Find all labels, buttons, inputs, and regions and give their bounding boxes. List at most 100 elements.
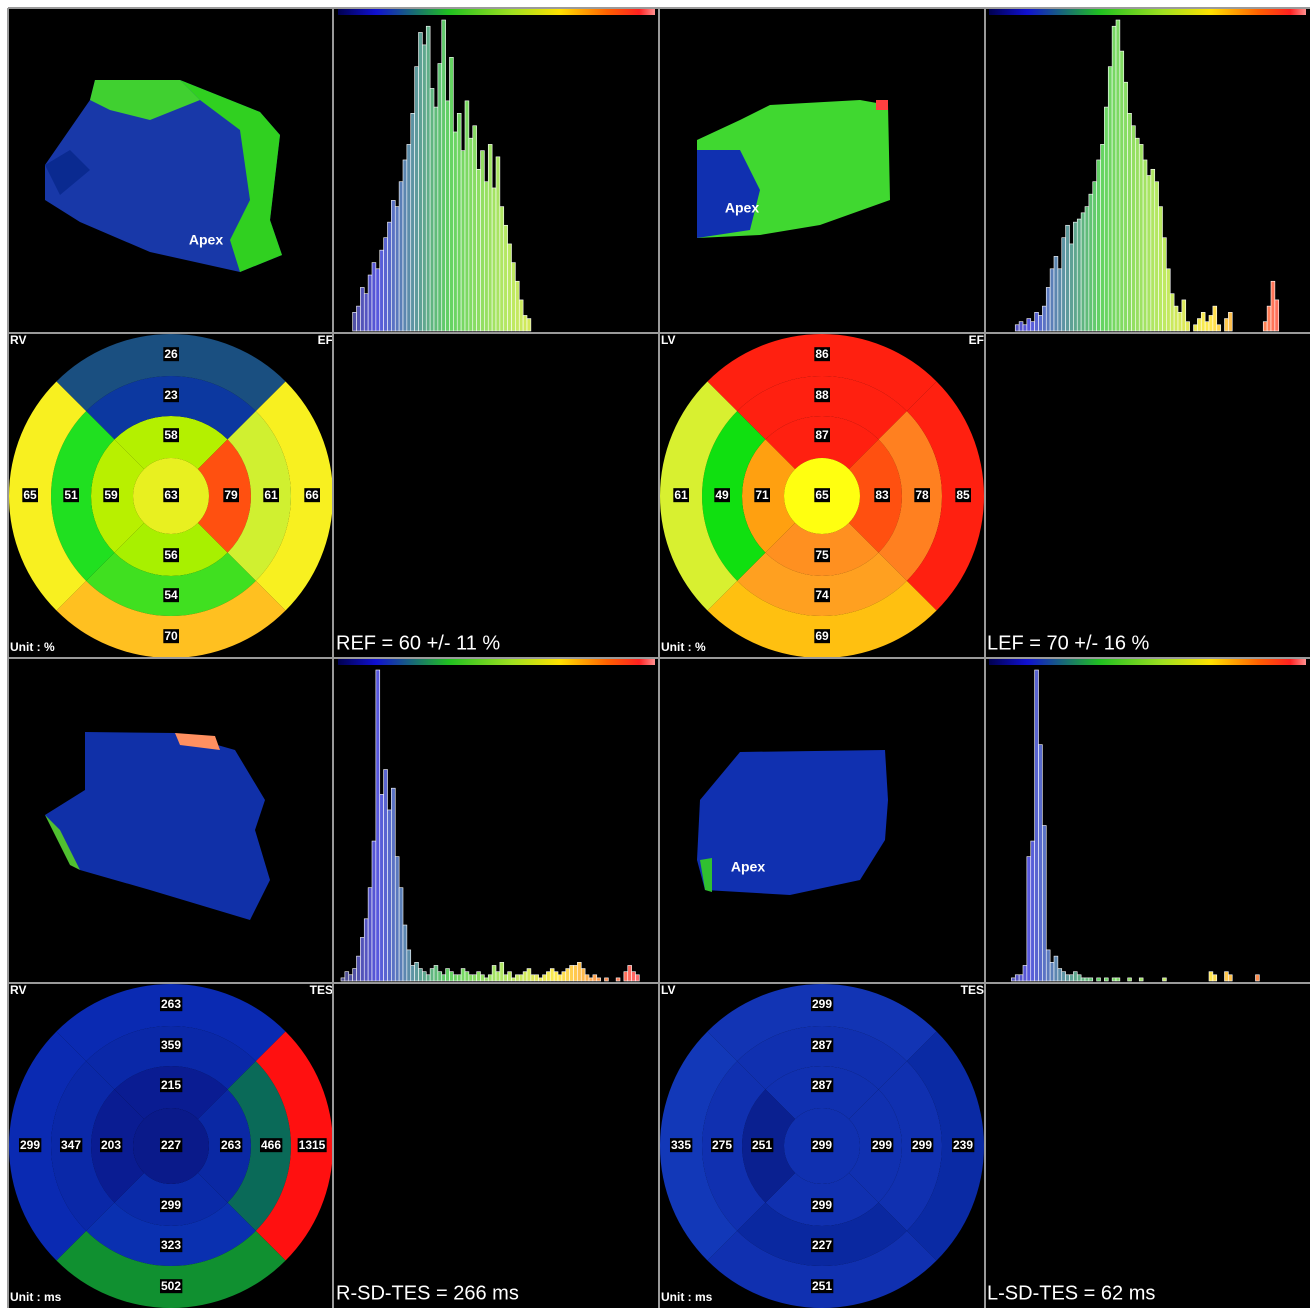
segment-value: 86	[815, 347, 829, 361]
segment-value: 287	[812, 1038, 832, 1052]
histogram-bar	[442, 20, 446, 331]
histogram-bar	[628, 965, 632, 981]
histogram-bar	[1085, 207, 1089, 331]
colorbar	[989, 659, 1306, 665]
histogram-bar	[492, 188, 496, 331]
histogram-bar	[419, 32, 423, 331]
histogram-bar	[1081, 213, 1085, 331]
segment-value: 71	[755, 488, 769, 502]
apex-label: Apex	[725, 200, 759, 216]
histogram-bar	[434, 965, 438, 981]
histogram-bar	[1050, 962, 1054, 981]
colorbar	[338, 9, 655, 15]
histogram-bar	[535, 975, 539, 981]
histogram-bar	[1267, 306, 1271, 331]
segment-value: 263	[161, 997, 181, 1011]
histogram-bar	[407, 950, 411, 981]
histogram-bar	[376, 670, 380, 981]
histogram-bar	[1194, 325, 1198, 331]
histogram-bar	[422, 45, 426, 331]
histogram-bar	[624, 972, 628, 981]
histogram-bar	[345, 972, 349, 981]
histogram-bar	[1116, 978, 1120, 981]
histogram-bar	[1139, 978, 1143, 981]
histogram-bar	[1035, 670, 1039, 981]
segment-value: 299	[812, 997, 832, 1011]
histogram-bar	[1039, 315, 1043, 331]
histogram-bar	[1182, 300, 1186, 331]
histogram-bar	[1042, 826, 1046, 982]
histogram-bar	[453, 975, 457, 981]
histogram-bar	[581, 969, 585, 981]
histogram-bar	[632, 972, 636, 981]
histogram-bar	[419, 969, 423, 981]
histogram-bar	[1228, 312, 1232, 331]
histogram-bar	[457, 975, 461, 981]
histogram-bar	[1027, 857, 1031, 981]
histogram-bar	[585, 975, 589, 981]
segment-value: 466	[261, 1138, 281, 1152]
metric-label: TES	[310, 983, 333, 997]
histogram-bar	[1178, 312, 1182, 331]
segment-value: 251	[752, 1138, 772, 1152]
histogram-bar	[391, 200, 395, 331]
histogram-bar	[372, 263, 376, 331]
histogram-bar	[1104, 978, 1108, 981]
histogram-bar	[1213, 975, 1217, 981]
histogram-bar	[1066, 225, 1070, 331]
unit-label: Unit : ms	[10, 1290, 62, 1304]
histogram-bar	[388, 222, 392, 331]
histogram-bar	[1201, 312, 1205, 331]
histogram-bar	[1132, 126, 1136, 331]
histogram-bar	[372, 841, 376, 981]
histogram-bar	[1174, 306, 1178, 331]
histogram-bar	[546, 972, 550, 981]
histogram-bar	[539, 978, 543, 981]
histogram-bar	[473, 975, 477, 981]
histogram-bar	[477, 972, 481, 981]
histogram-bar	[1139, 144, 1143, 331]
histogram-bar	[589, 978, 593, 981]
histogram-bar	[453, 132, 457, 331]
histogram-bar	[1197, 319, 1201, 331]
chamber-label: LV	[661, 333, 675, 347]
histogram-bar	[395, 207, 399, 331]
segment-value: 70	[164, 629, 178, 643]
histogram-bar	[1263, 322, 1267, 331]
screen: Apex58795659236154512666706563RVEFUnit :…	[0, 0, 1312, 1308]
segment-value: 69	[815, 629, 829, 643]
histogram-bar	[519, 975, 523, 981]
histogram-bar	[1023, 965, 1027, 981]
histogram-bar	[1058, 969, 1062, 981]
histogram-bar	[1023, 325, 1027, 331]
histogram-bar	[1163, 978, 1167, 981]
histogram-bar	[364, 919, 368, 981]
segment-value: 203	[101, 1138, 121, 1152]
histogram-bar	[1062, 238, 1066, 331]
histogram-bar	[411, 965, 415, 981]
histogram-bar	[481, 975, 485, 981]
apex-label: Apex	[189, 232, 223, 248]
segment-value: 287	[812, 1078, 832, 1092]
histogram-bar	[484, 978, 488, 981]
histogram-bar	[1019, 975, 1023, 981]
histogram-bar	[341, 978, 345, 981]
histogram-bar	[477, 169, 481, 331]
histogram-bar	[403, 925, 407, 981]
histogram-bar	[1128, 978, 1132, 981]
segment-value: 66	[305, 488, 319, 502]
metric-label: EF	[969, 333, 984, 347]
histogram-bar	[543, 975, 547, 981]
histogram-bar	[430, 88, 434, 331]
histogram-bar	[1093, 182, 1097, 331]
segment-value: 502	[161, 1279, 181, 1293]
segment-value: 299	[912, 1138, 932, 1152]
histogram-bar	[597, 978, 601, 981]
histogram-bar	[349, 975, 353, 981]
histogram-bar	[426, 975, 430, 981]
histogram-bar	[1170, 294, 1174, 331]
histogram-bar	[438, 972, 442, 981]
histogram-bar	[1155, 182, 1159, 331]
summary: LEF = 70 +/- 16 %	[987, 632, 1150, 654]
histogram-bar	[1031, 841, 1035, 981]
